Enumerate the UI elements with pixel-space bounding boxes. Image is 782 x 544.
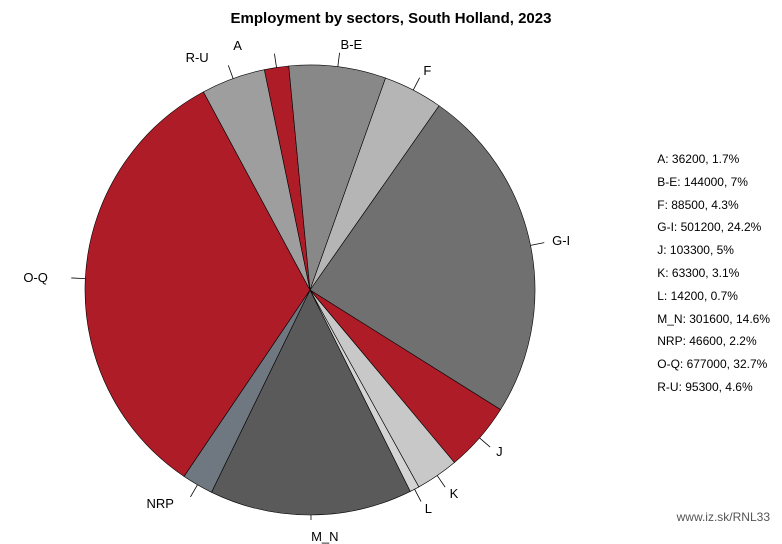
slice-label-f: F xyxy=(423,63,431,78)
legend-item: K: 63300, 3.1% xyxy=(657,262,770,285)
chart-title: Employment by sectors, South Holland, 20… xyxy=(231,10,552,27)
leader-line xyxy=(413,78,419,90)
leader-line xyxy=(415,489,422,501)
leader-line xyxy=(338,53,340,67)
leader-line xyxy=(71,278,85,279)
leader-line xyxy=(190,485,197,497)
slice-label-nrp: NRP xyxy=(146,496,173,511)
legend-item: F: 88500, 4.3% xyxy=(657,194,770,217)
leader-line xyxy=(228,65,233,78)
slice-label-l: L xyxy=(425,501,432,516)
slice-label-k: K xyxy=(450,486,459,501)
pie-chart-container: G-IJKLM_NNRPO-QR-UAB-EF xyxy=(0,30,620,520)
legend-item: J: 103300, 5% xyxy=(657,239,770,262)
legend-item: B-E: 144000, 7% xyxy=(657,171,770,194)
legend-item: R-U: 95300, 4.6% xyxy=(657,376,770,399)
slice-label-r-u: R-U xyxy=(186,50,209,65)
leader-line xyxy=(480,438,491,447)
pie-chart-svg xyxy=(0,30,620,520)
leader-line xyxy=(531,243,545,246)
leader-line xyxy=(274,54,276,68)
legend-item: NRP: 46600, 2.2% xyxy=(657,330,770,353)
legend-item: M_N: 301600, 14.6% xyxy=(657,308,770,331)
legend-item: L: 14200, 0.7% xyxy=(657,285,770,308)
leader-line xyxy=(437,476,445,488)
slice-label-a: A xyxy=(233,38,242,53)
legend-item: A: 36200, 1.7% xyxy=(657,148,770,171)
slice-label-b-e: B-E xyxy=(341,37,363,52)
slice-label-g-i: G-I xyxy=(552,233,570,248)
legend-item: G-I: 501200, 24.2% xyxy=(657,216,770,239)
legend: A: 36200, 1.7%B-E: 144000, 7%F: 88500, 4… xyxy=(657,148,770,399)
slice-label-j: J xyxy=(496,444,503,459)
slice-label-m-n: M_N xyxy=(311,529,338,544)
slice-label-o-q: O-Q xyxy=(23,270,48,285)
legend-item: O-Q: 677000, 32.7% xyxy=(657,353,770,376)
source-link[interactable]: www.iz.sk/RNL33 xyxy=(677,510,770,524)
